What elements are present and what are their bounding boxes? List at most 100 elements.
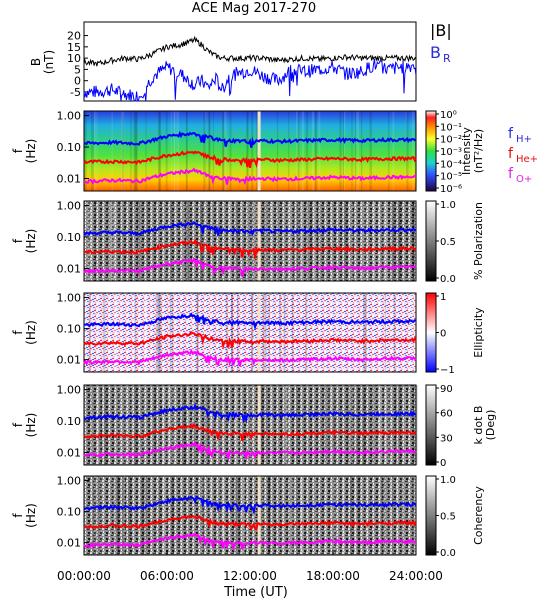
intensity-texture-streak <box>369 111 373 191</box>
intensity-texture-streak <box>170 111 173 191</box>
intensity-texture-streak <box>208 111 211 191</box>
ellipticity-texture-streak <box>391 293 394 372</box>
polarization-texture-streak <box>373 201 376 281</box>
polarization-texture-streak <box>246 201 249 281</box>
intensity-texture-streak <box>176 111 180 191</box>
coherency-texture-streak <box>315 476 317 555</box>
coherency-texture-streak <box>242 476 245 555</box>
ellipticity-colorbar <box>425 292 437 373</box>
ellipticity-frame <box>83 292 417 373</box>
polarization-colorbar-tick-label: 1.0 <box>440 200 456 211</box>
coherency-texture-streak <box>235 476 238 555</box>
k-dot-b-colorbar-unit: (Deg) <box>484 410 497 441</box>
coherency-texture-streak <box>159 476 161 555</box>
intensity-texture-streak <box>165 111 168 191</box>
k-dot-b-texture-streak <box>133 385 137 465</box>
ellipticity-texture-streak <box>291 293 294 372</box>
coherency-texture-streak <box>162 476 164 555</box>
coherency-texture-streak <box>412 476 415 555</box>
intensity-texture-streak <box>133 111 135 191</box>
polarization-texture-streak <box>302 201 304 281</box>
coherency-texture-streak <box>384 476 387 555</box>
intensity-texture-streak <box>251 111 254 191</box>
intensity-texture-streak <box>405 111 409 191</box>
polarization-texture-streak <box>146 201 148 281</box>
coherency-colorbar <box>425 475 437 556</box>
coherency-texture-streak <box>220 476 224 555</box>
k-dot-b-texture-streak <box>91 385 93 465</box>
polarization-texture-streak <box>268 201 270 281</box>
k-dot-b-texture-streak <box>208 385 212 465</box>
intensity-texture-streak <box>203 111 207 191</box>
k-dot-b-texture-streak <box>142 385 144 465</box>
intensity-y-label: f <box>11 148 25 153</box>
x-tick-label: 00:00:00 <box>57 569 111 583</box>
intensity-texture-streak <box>205 111 207 191</box>
legend-freq-subscript: He+ <box>516 154 538 165</box>
ellipticity-texture-streak <box>134 293 137 372</box>
ellipticity-freq-tick-label: 0.10 <box>57 323 82 336</box>
legend-b-total: |B| <box>430 21 452 40</box>
coherency-texture-streak <box>396 476 399 555</box>
ellipticity-y-label: f <box>11 330 25 335</box>
ellipticity-texture-streak <box>377 293 380 372</box>
k-dot-b-texture-streak <box>265 385 267 465</box>
intensity-colorbar-tick-label: 10⁰ <box>440 110 457 121</box>
intensity-texture-streak <box>90 111 94 191</box>
intensity-colorbar-tick-label: 10⁻⁶ <box>440 184 462 195</box>
k-dot-b-texture-streak <box>351 385 354 465</box>
polarization-texture-streak <box>377 201 379 281</box>
coherency-texture-streak <box>281 476 283 555</box>
intensity-texture-streak <box>388 111 390 191</box>
polarization-panel: 1.00 0.10 0.01 f (Hz) 1.0 0.5 0.0 % Polarization <box>11 200 485 285</box>
intensity-texture-streak <box>84 111 87 191</box>
intensity-colorbar-label: Intensity <box>460 127 473 175</box>
polarization-texture-streak <box>397 201 401 281</box>
ellipticity-texture-streak <box>144 293 147 372</box>
polarization-texture-streak <box>110 201 113 281</box>
k-dot-b-texture-streak <box>387 385 390 465</box>
coherency-texture-streak <box>354 476 357 555</box>
coherency-texture-streak <box>401 476 404 555</box>
k-dot-b-texture-streak <box>405 385 407 465</box>
coherency-texture-streak <box>261 476 264 555</box>
intensity-colorbar <box>425 110 437 192</box>
polarization-texture-streak <box>313 201 317 281</box>
intensity-f-h-plus-line <box>83 130 417 148</box>
intensity-texture-streak <box>93 111 96 191</box>
k-dot-b-texture-streak <box>215 385 217 465</box>
coherency-f-he-plus-line <box>83 514 417 532</box>
k-dot-b-texture-streak <box>219 385 221 465</box>
polarization-texture-streak <box>107 201 111 281</box>
coherency-texture-streak <box>137 476 140 555</box>
ellipticity-y-unit: (Hz) <box>24 320 38 345</box>
coherency-texture-streak <box>389 476 392 555</box>
polarization-colorbar-label: % Polarization <box>472 202 485 280</box>
coherency-colorbar-tick-label: 0.0 <box>440 548 456 559</box>
intensity-texture-streak <box>318 111 321 191</box>
coherency-texture-streak <box>123 476 125 555</box>
coherency-texture-streak <box>100 476 103 555</box>
intensity-texture-streak <box>134 111 138 191</box>
k-dot-b-texture-streak <box>394 385 398 465</box>
coherency-texture-streak <box>208 476 210 555</box>
x-tick-label: 06:00:00 <box>140 569 194 583</box>
polarization-texture-streak <box>412 201 415 281</box>
k-dot-b-colorbar-tick-label: 0 <box>440 458 446 469</box>
ellipticity-panel: 1.00 0.10 0.01 f (Hz) 1 0 −1 Ellipticity <box>11 292 485 376</box>
polarization-texture-streak <box>130 201 133 281</box>
polarization-texture-streak <box>138 201 141 281</box>
intensity-texture-streak <box>343 111 346 191</box>
intensity-texture-streak <box>121 111 124 191</box>
intensity-texture-streak <box>305 111 309 191</box>
intensity-texture-streak <box>222 111 224 191</box>
coherency-texture-streak <box>171 476 175 555</box>
intensity-texture-streak <box>276 111 279 191</box>
k-dot-b-texture-streak <box>328 385 330 465</box>
k-dot-b-texture-streak <box>172 385 175 465</box>
ellipticity-f-o-plus-line <box>83 348 417 367</box>
intensity-texture-streak <box>392 111 395 191</box>
coherency-texture-streak <box>350 476 352 555</box>
coherency-freq-tick-label: 1.00 <box>57 475 82 488</box>
ellipticity-colorbar-tick-label: −1 <box>440 365 455 376</box>
